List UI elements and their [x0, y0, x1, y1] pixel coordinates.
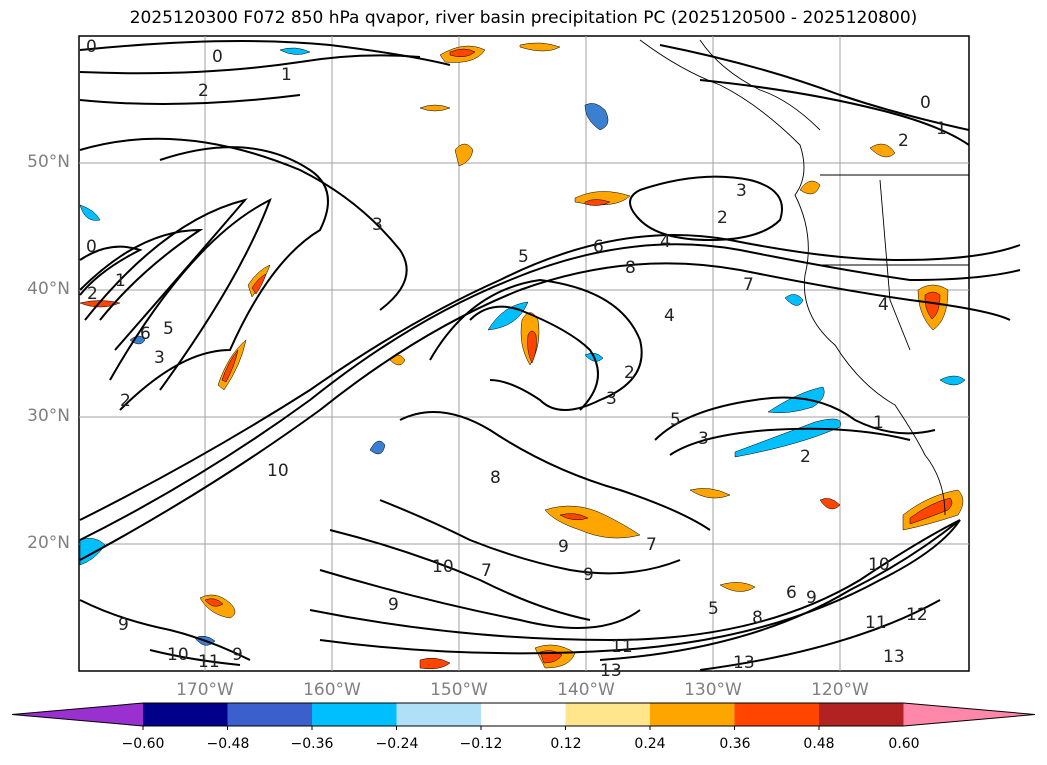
- colorbar: [11, 702, 1036, 730]
- contour-label: 5: [708, 599, 719, 619]
- contour-label: 3: [606, 389, 617, 409]
- contour-label: 3: [736, 181, 747, 201]
- contour-label: 13: [883, 647, 905, 667]
- contour-label: 2: [624, 363, 635, 383]
- contour-label: 6: [140, 324, 151, 344]
- lon-label-150w: 150°W: [430, 680, 488, 700]
- contour-label: 2: [800, 447, 811, 467]
- contour-label: 5: [518, 247, 529, 267]
- contour-label: 2: [717, 208, 728, 228]
- colorbar-tick-label: 0.48: [803, 736, 835, 752]
- colorbar-segment: [481, 703, 566, 726]
- map-title: 2025120300 F072 850 hPa qvapor, river ba…: [129, 8, 918, 28]
- colorbar-segment: [227, 703, 313, 726]
- lat-label-40n: 40°N: [27, 279, 70, 299]
- contour-label: 1: [281, 65, 292, 85]
- contour-labels: 0 0 1 2 0 1 2 3 3 2 0 1 2 5 6 4 8 7 4 6 …: [86, 37, 947, 681]
- colorbar-tick-label: 0.12: [550, 736, 582, 752]
- contour-label: 10: [267, 461, 289, 481]
- contour-label: 9: [583, 565, 594, 585]
- lat-label-30n: 30°N: [27, 406, 70, 426]
- contour-label: 5: [670, 410, 681, 430]
- contour-label: 5: [163, 319, 174, 339]
- lon-label-120w: 120°W: [811, 680, 869, 700]
- contour-label: 0: [86, 237, 97, 257]
- contour-label: 1: [936, 119, 947, 139]
- colorbar-tick-label: 0.36: [719, 736, 751, 752]
- lat-label-20n: 20°N: [27, 533, 70, 553]
- lat-label-50n: 50°N: [27, 152, 70, 172]
- contour-label: 6: [593, 237, 604, 257]
- contour-label: 11: [198, 652, 220, 672]
- contour-label: 4: [878, 295, 889, 315]
- contour-label: 3: [698, 429, 709, 449]
- colorbar-tick-label: −0.48: [206, 736, 250, 752]
- contour-label: 3: [372, 215, 383, 235]
- colorbar-extend-low: [12, 703, 143, 726]
- contour-label: 4: [660, 232, 671, 252]
- contour-label: 7: [481, 561, 492, 581]
- contour-label: 0: [212, 47, 223, 67]
- contour-label: 2: [898, 131, 909, 151]
- contour-label: 10: [432, 557, 454, 577]
- contour-label: 11: [865, 613, 887, 633]
- colorbar-tick-label: 0.24: [634, 736, 666, 752]
- lon-label-140w: 140°W: [557, 680, 615, 700]
- map-panel: 0 0 1 2 0 1 2 3 3 2 0 1 2 5 6 4 8 7 4 6 …: [78, 35, 1021, 681]
- contour-label: 9: [806, 588, 817, 608]
- colorbar-segment: [565, 703, 651, 726]
- contour-label: 1: [873, 413, 884, 433]
- colorbar-segment: [312, 703, 397, 726]
- colorbar-extend-high: [903, 703, 1035, 726]
- contour-label: 6: [786, 583, 797, 603]
- contour-label: 2: [120, 391, 131, 411]
- contour-label: 10: [868, 555, 890, 575]
- contour-label: 9: [558, 537, 569, 557]
- lon-label-160w: 160°W: [303, 680, 361, 700]
- contour-label: 8: [490, 468, 501, 488]
- contour-label: 12: [906, 605, 928, 625]
- contour-label: 2: [198, 81, 209, 101]
- lon-label-130w: 130°W: [684, 680, 742, 700]
- contour-label: 0: [86, 37, 97, 57]
- colorbar-tick-label: −0.36: [290, 736, 334, 752]
- contour-label: 9: [388, 595, 399, 615]
- contour-label: 13: [600, 661, 622, 681]
- colorbar-tick-label: −0.12: [459, 736, 503, 752]
- contour-label: 13: [733, 653, 755, 673]
- map-frame: [78, 35, 970, 672]
- colorbar-segment: [143, 703, 228, 726]
- contour-label: 7: [743, 275, 754, 295]
- colorbar-segment: [819, 703, 904, 726]
- colorbar-segment: [396, 703, 482, 726]
- colorbar-tick-label: 0.60: [888, 736, 920, 752]
- contour-label: 8: [752, 608, 763, 628]
- colorbar-tick-label: −0.60: [121, 736, 165, 752]
- lon-label-170w: 170°W: [176, 680, 234, 700]
- precip-positive: [79, 42, 964, 670]
- contour-label: 9: [232, 645, 243, 665]
- contour-label: 4: [664, 306, 675, 326]
- coastline: [639, 39, 969, 516]
- contour-label: 1: [115, 271, 126, 291]
- contour-label: 0: [920, 93, 931, 113]
- contour-label: 2: [87, 284, 98, 304]
- contour-label: 8: [625, 258, 636, 278]
- gridlines: [79, 36, 969, 671]
- contour-label: 9: [118, 615, 129, 635]
- contour-label: 3: [154, 348, 165, 368]
- contour-label: 10: [167, 645, 189, 665]
- qvapor-contours: [79, 40, 1021, 671]
- colorbar-segment: [650, 703, 735, 726]
- colorbar-segment: [734, 703, 820, 726]
- contour-label: 7: [646, 535, 657, 555]
- contour-label: 11: [611, 637, 633, 657]
- colorbar-tick-label: −0.24: [375, 736, 419, 752]
